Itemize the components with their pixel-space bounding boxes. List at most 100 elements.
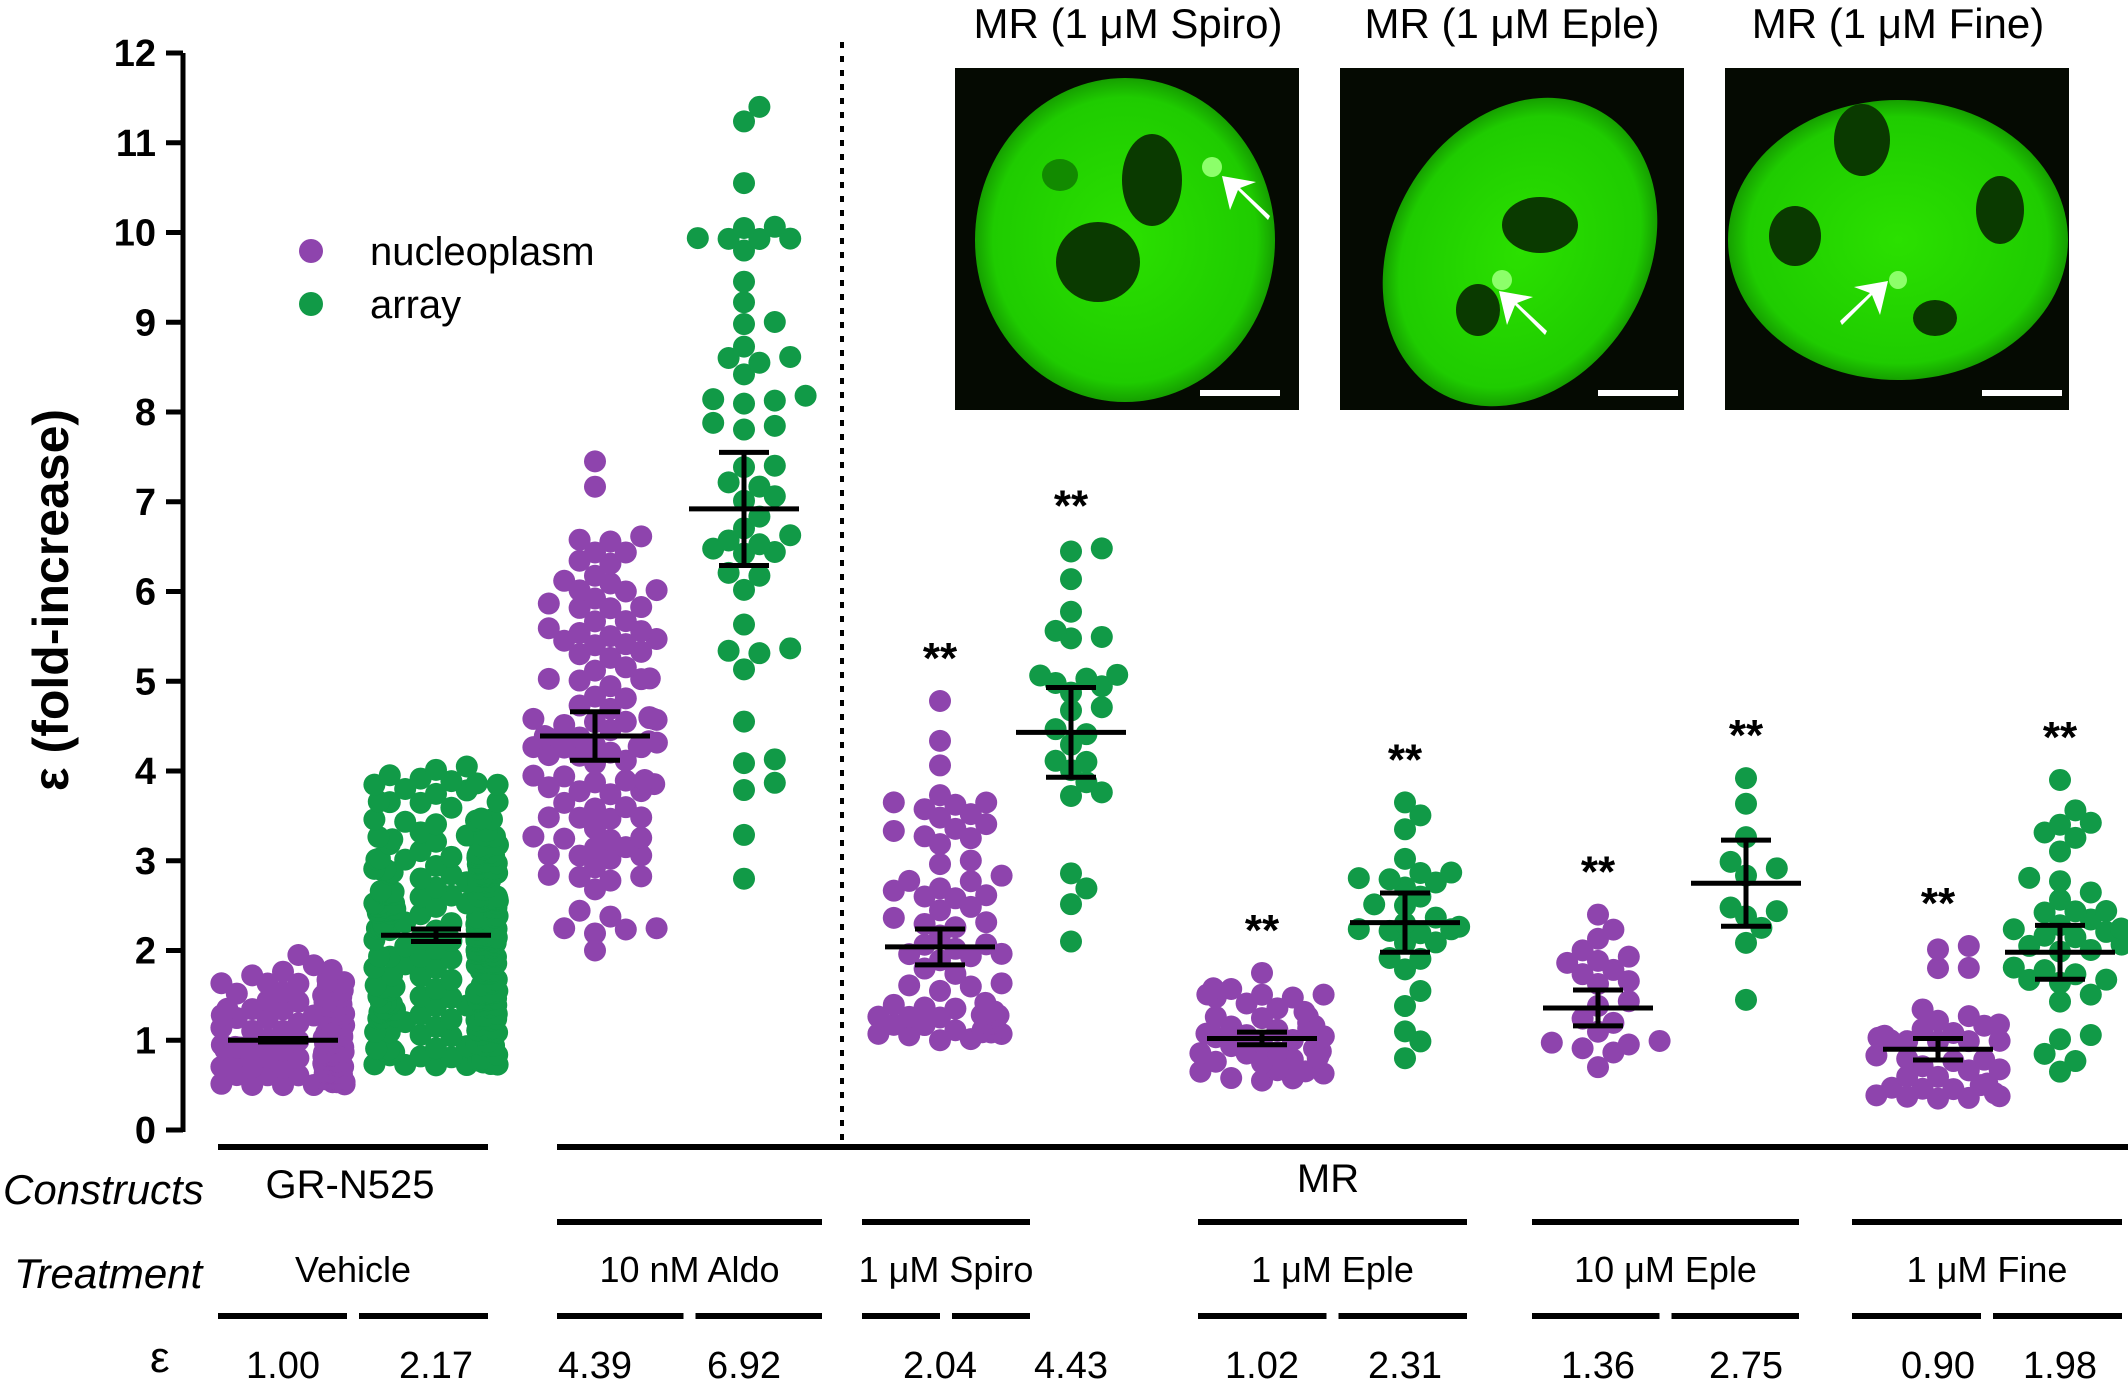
data-point-nucleoplasm: [553, 569, 576, 592]
data-point-nucleoplasm: [1251, 961, 1273, 984]
data-point-nucleoplasm: [568, 528, 591, 551]
data-point-nucleoplasm: [975, 933, 998, 956]
data-point-array: [1735, 826, 1757, 849]
inset-images: MR (1 μM Spiro) MR (1 μM Eple) MR (1 μM …: [955, 0, 2069, 410]
data-point-array: [1090, 625, 1113, 648]
data-point-nucleoplasm: [1927, 938, 1949, 961]
data-point-array: [425, 813, 447, 836]
data-point-array: [2002, 956, 2025, 979]
epsilon-value: 4.43: [1034, 1345, 1108, 1384]
data-point-array: [367, 825, 390, 848]
data-point-array: [779, 227, 802, 250]
y-tick-label: 11: [116, 123, 156, 165]
data-point-array: [2049, 840, 2071, 863]
data-point-nucleoplasm: [537, 617, 560, 640]
data-point-nucleoplasm: [959, 849, 982, 872]
data-point-nucleoplasm: [537, 592, 560, 615]
data-point-array: [1044, 749, 1067, 772]
data-point-array: [702, 411, 725, 434]
data-point-nucleoplasm: [929, 877, 951, 900]
data-point-array: [2064, 1050, 2087, 1073]
data-point-array: [394, 777, 417, 800]
treatment-row: Vehicle 10 nM Aldo 1 μM Spiro 1 μM Eple 10 μ…: [295, 1219, 2122, 1290]
data-point-nucleoplasm: [898, 974, 921, 997]
data-point-nucleoplasm: [599, 552, 622, 575]
data-point-nucleoplasm: [1957, 1005, 1980, 1028]
significance-markers: ** ** ** ** ** ** ** **: [923, 481, 2078, 955]
data-point-array: [2033, 901, 2056, 924]
data-point-array: [1409, 861, 1432, 884]
data-point-array: [1347, 867, 1370, 890]
data-point-nucleoplasm: [614, 769, 637, 792]
data-point-array: [440, 1008, 463, 1031]
data-point-array: [733, 239, 755, 262]
data-point-array: [1090, 696, 1113, 719]
data-point-array: [486, 773, 509, 796]
data-point-nucleoplasm: [537, 806, 560, 829]
data-point-array: [2079, 1024, 2102, 1047]
data-point-nucleoplasm: [867, 1005, 890, 1028]
mean-error-bars: [228, 449, 2115, 1063]
data-point-nucleoplasm: [1587, 949, 1609, 972]
data-point-array: [2064, 926, 2087, 949]
data-point-array: [1440, 861, 1463, 884]
data-point-array: [2002, 918, 2025, 941]
data-point-array: [763, 771, 786, 794]
data-point-array: [763, 454, 786, 477]
data-point-array: [1394, 995, 1416, 1018]
data-point-nucleoplasm: [272, 960, 294, 983]
inset-image-fine: [1725, 68, 2069, 410]
treatment-label: 1 μM Spiro: [859, 1249, 1034, 1290]
data-point-nucleoplasm: [1571, 1037, 1594, 1060]
data-point-array: [1409, 804, 1432, 827]
data-point-nucleoplasm: [913, 996, 936, 1019]
y-tick-label: 8: [135, 392, 156, 434]
data-point-nucleoplasm: [537, 776, 560, 799]
data-point-array: [486, 790, 509, 813]
data-point-array: [2018, 866, 2041, 889]
data-point-array: [1060, 930, 1082, 953]
data-point-nucleoplasm: [929, 899, 951, 922]
construct-label-gr: GR-N525: [266, 1163, 435, 1207]
data-point-nucleoplasm: [1865, 1044, 1888, 1067]
data-point-array: [717, 639, 740, 662]
significance-marker: **: [1921, 879, 1956, 928]
epsilon-value: 1.02: [1225, 1345, 1299, 1384]
data-point-array: [409, 867, 432, 890]
inset-title-spiro: MR (1 μM Spiro): [974, 0, 1283, 47]
data-point-array: [440, 796, 463, 819]
data-point-nucleoplasm: [630, 525, 653, 548]
data-point-nucleoplasm: [1220, 978, 1243, 1001]
data-point-nucleoplasm: [584, 685, 606, 708]
data-point-nucleoplasm: [630, 826, 653, 849]
treatment-label: 10 μM Eple: [1574, 1249, 1757, 1290]
data-point-array: [440, 770, 463, 793]
data-point-array: [2064, 799, 2087, 822]
data-point-nucleoplasm: [944, 1019, 967, 1042]
data-point-array: [1378, 868, 1401, 891]
epsilon-value: 2.31: [1368, 1345, 1442, 1384]
data-point-nucleoplasm: [1648, 1029, 1671, 1052]
data-point-array: [763, 414, 786, 437]
data-point-array: [425, 782, 447, 805]
data-point-nucleoplasm: [1896, 1030, 1919, 1053]
data-point-nucleoplasm: [1602, 1011, 1625, 1034]
data-point-nucleoplasm: [553, 765, 576, 788]
data-point-array: [733, 392, 755, 415]
data-point-array: [1363, 893, 1386, 916]
data-point-array: [717, 529, 740, 552]
data-point-array: [748, 564, 771, 587]
row-header-epsilon: ε: [150, 1333, 170, 1382]
data-point-nucleoplasm: [1251, 1069, 1273, 1092]
data-point-nucleoplasm: [599, 530, 622, 553]
data-point-array: [2095, 968, 2118, 991]
significance-marker: **: [923, 634, 958, 683]
row-header-constructs: Constructs: [3, 1166, 204, 1213]
data-point-array: [1060, 568, 1082, 591]
y-tick-label: 7: [135, 482, 156, 524]
data-point-nucleoplasm: [1602, 918, 1625, 941]
data-point-nucleoplasm: [1556, 951, 1579, 974]
data-point-array: [733, 823, 755, 846]
data-point-array: [470, 807, 493, 830]
data-point-array: [425, 758, 447, 781]
